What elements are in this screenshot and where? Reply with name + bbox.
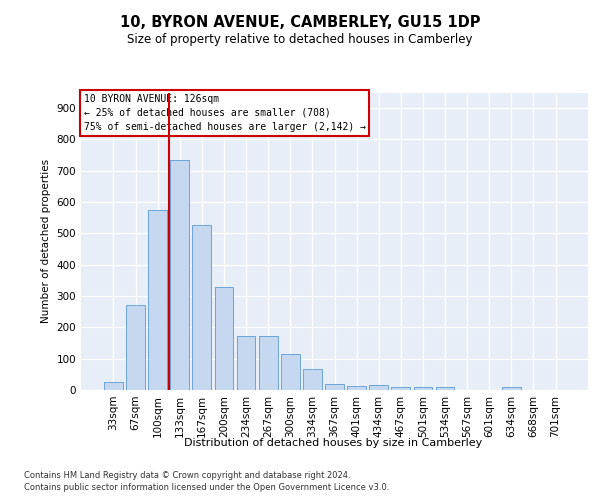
Y-axis label: Number of detached properties: Number of detached properties <box>41 159 51 324</box>
Bar <box>126 306 145 390</box>
Bar <box>413 388 433 390</box>
Bar <box>391 387 410 390</box>
Bar <box>325 384 344 390</box>
Text: 10 BYRON AVENUE: 126sqm
← 25% of detached houses are smaller (708)
75% of semi-d: 10 BYRON AVENUE: 126sqm ← 25% of detache… <box>83 94 365 132</box>
Text: 10, BYRON AVENUE, CAMBERLEY, GU15 1DP: 10, BYRON AVENUE, CAMBERLEY, GU15 1DP <box>120 15 480 30</box>
Bar <box>104 382 123 390</box>
Bar <box>502 387 521 390</box>
Bar <box>215 286 233 390</box>
Bar <box>436 388 454 390</box>
Bar <box>347 386 366 390</box>
Bar <box>370 386 388 390</box>
Text: Size of property relative to detached houses in Camberley: Size of property relative to detached ho… <box>127 32 473 46</box>
Text: Contains public sector information licensed under the Open Government Licence v3: Contains public sector information licen… <box>24 482 389 492</box>
Bar <box>148 210 167 390</box>
Bar <box>259 336 278 390</box>
Text: Contains HM Land Registry data © Crown copyright and database right 2024.: Contains HM Land Registry data © Crown c… <box>24 472 350 480</box>
Bar <box>303 368 322 390</box>
Bar <box>236 336 256 390</box>
Bar <box>170 160 189 390</box>
Bar <box>193 224 211 390</box>
Text: Distribution of detached houses by size in Camberley: Distribution of detached houses by size … <box>184 438 482 448</box>
Bar <box>281 354 299 390</box>
